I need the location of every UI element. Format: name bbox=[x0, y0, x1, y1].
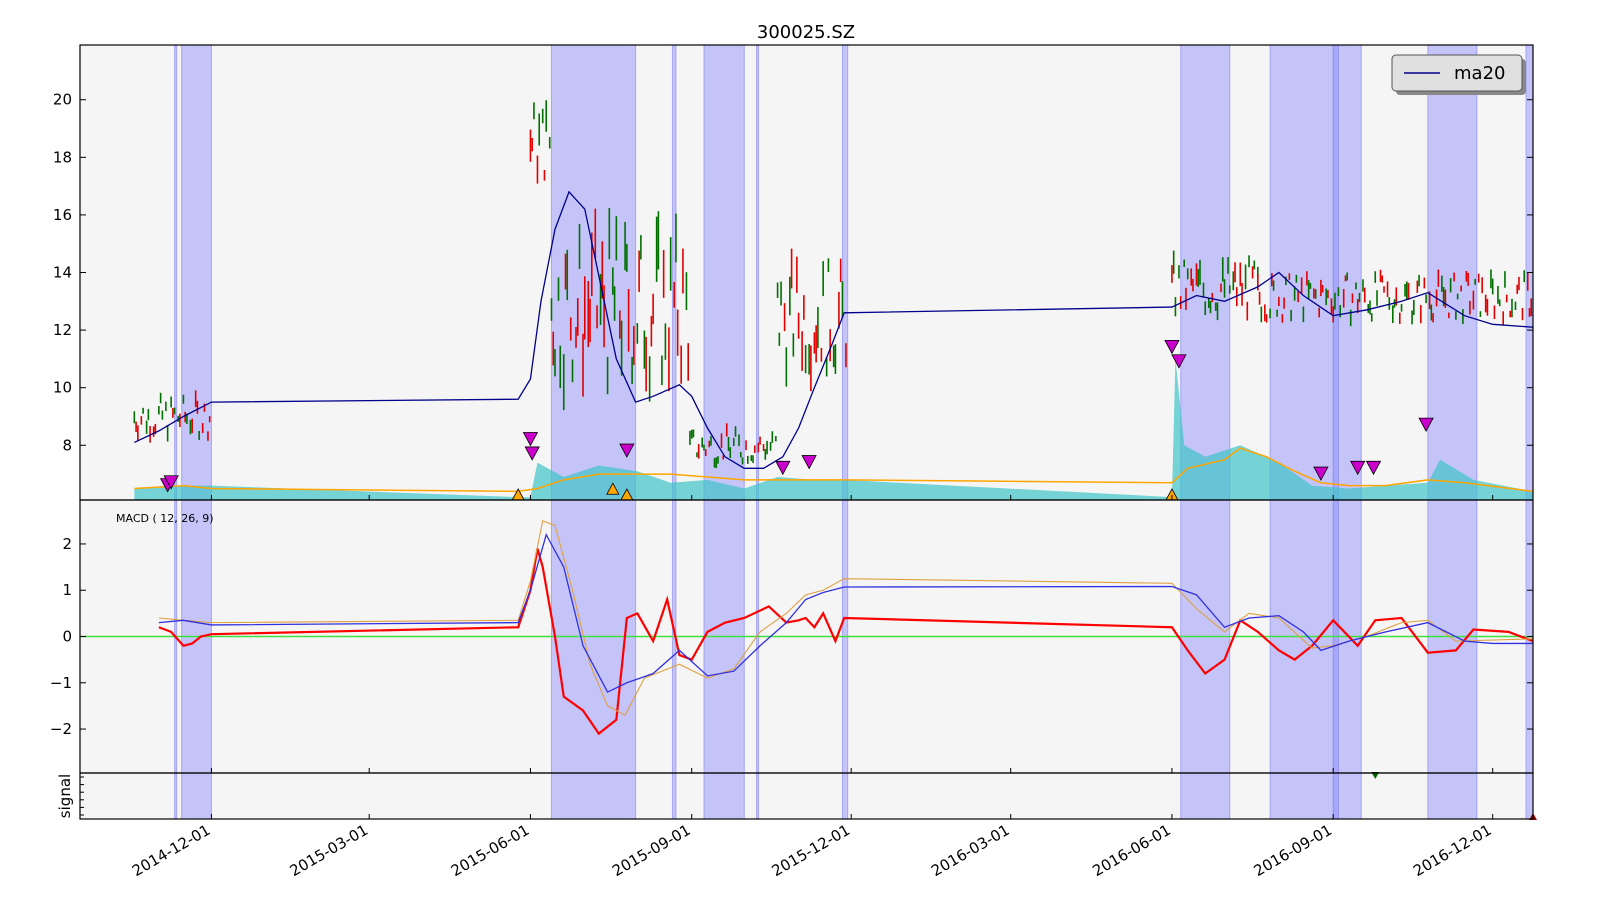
sell-marker-1 bbox=[163, 475, 179, 490]
price-ytick-label-1: 10 bbox=[53, 379, 72, 397]
legend-label-ma20: ma20 bbox=[1454, 63, 1505, 84]
sell-marker-10 bbox=[1350, 460, 1366, 476]
price-panel-bg bbox=[80, 45, 1533, 500]
macd-annotation: MACD ( 12, 26, 9) bbox=[116, 512, 214, 525]
sell-marker-9 bbox=[1313, 466, 1329, 481]
buy-marker-1 bbox=[606, 482, 620, 495]
signal-marker-0 bbox=[1371, 772, 1380, 779]
sell-marker-6 bbox=[801, 455, 817, 470]
macd-ytick-label-3: 1 bbox=[62, 581, 72, 599]
volume-area-fill bbox=[134, 358, 1534, 500]
signal-panel-bg bbox=[80, 773, 1533, 819]
sell-marker-3 bbox=[524, 446, 540, 461]
macd-ytick-label-0: −2 bbox=[50, 720, 72, 738]
sell-marker-5 bbox=[775, 460, 791, 476]
shaded-region-9 bbox=[1332, 44, 1362, 820]
date-tick-label-4: 2015-12-01 bbox=[769, 821, 854, 880]
shaded-region-0 bbox=[174, 44, 178, 820]
date-tick-label-6: 2016-06-01 bbox=[1089, 821, 1174, 880]
price-ytick-label-5: 18 bbox=[53, 148, 72, 166]
shaded-regions bbox=[174, 44, 1534, 820]
shaded-region-2 bbox=[550, 44, 637, 820]
date-tick-label-0: 2014-12-01 bbox=[129, 821, 214, 880]
shaded-region-11 bbox=[1525, 44, 1534, 820]
shaded-region-10 bbox=[1427, 44, 1478, 820]
price-lines bbox=[134, 190, 1534, 469]
sell-marker-12 bbox=[1418, 417, 1434, 432]
volume-ma-line bbox=[134, 447, 1534, 493]
shaded-region-7 bbox=[1180, 44, 1231, 820]
price-candlesticks bbox=[133, 100, 1533, 469]
shaded-region-1 bbox=[181, 44, 212, 820]
legend-box bbox=[1391, 54, 1523, 92]
sell-marker-7 bbox=[1164, 339, 1180, 355]
macd-line-1 bbox=[158, 520, 1534, 716]
macd-ytick-label-4: 2 bbox=[62, 535, 72, 553]
volume-area bbox=[134, 358, 1534, 500]
price-ytick-label-6: 20 bbox=[53, 91, 72, 109]
price-ytick-label-4: 16 bbox=[53, 206, 72, 224]
date-tick-label-3: 2015-09-01 bbox=[609, 821, 694, 880]
signal-panel-frame bbox=[79, 772, 1534, 820]
date-tick-label-8: 2016-12-01 bbox=[1410, 821, 1495, 880]
chart-title: 300025.SZ bbox=[757, 22, 855, 43]
sell-marker-8 bbox=[1171, 354, 1187, 369]
signal-axis-label: signal bbox=[56, 774, 74, 818]
macd-ytick-label-2: 0 bbox=[62, 628, 72, 646]
shaded-region-4 bbox=[703, 44, 745, 820]
series-line-ma20 bbox=[134, 190, 1534, 469]
date-tick-label-7: 2016-09-01 bbox=[1251, 821, 1336, 880]
shaded-region-5 bbox=[756, 44, 760, 820]
sell-marker-11 bbox=[1365, 460, 1382, 476]
macd-line-0 bbox=[158, 548, 1534, 736]
date-tick-label-1: 2015-03-01 bbox=[287, 821, 372, 880]
macd-line-2 bbox=[158, 532, 1533, 693]
price-ytick-label-2: 12 bbox=[53, 321, 72, 339]
price-ytick-label-0: 8 bbox=[62, 436, 72, 454]
macd-lines bbox=[80, 520, 1534, 736]
shaded-region-8 bbox=[1269, 44, 1339, 820]
shaded-region-6 bbox=[841, 44, 849, 820]
sell-marker-4 bbox=[619, 443, 635, 458]
macd-ytick-label-1: −1 bbox=[50, 674, 72, 692]
date-tick-label-2: 2015-06-01 bbox=[448, 821, 533, 880]
shaded-region-3 bbox=[671, 44, 677, 820]
legend: ma20 bbox=[1391, 54, 1526, 95]
price-ytick-label-3: 14 bbox=[53, 264, 72, 282]
sell-marker-2 bbox=[522, 432, 539, 447]
date-tick-label-5: 2016-03-01 bbox=[928, 821, 1013, 880]
